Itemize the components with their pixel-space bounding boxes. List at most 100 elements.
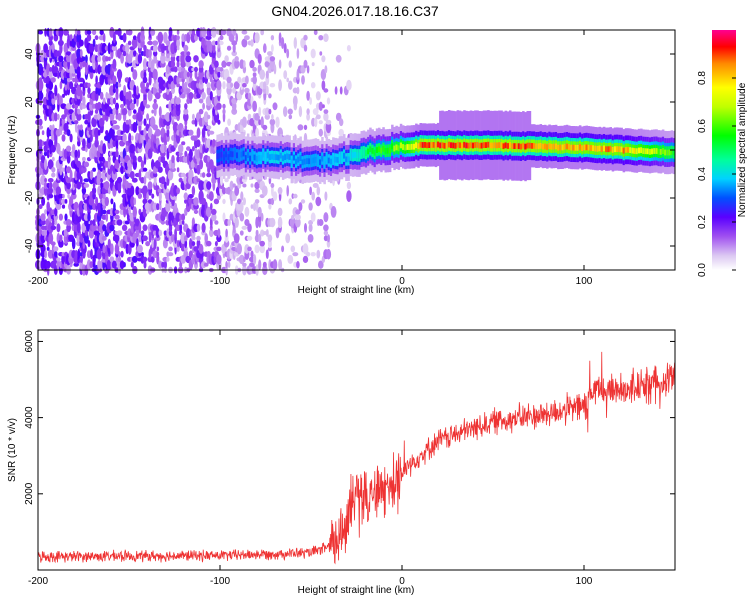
spectrogram-cell — [321, 55, 326, 63]
spectrogram-cell — [94, 127, 100, 138]
spectrogram-cell — [216, 234, 222, 243]
spectrogram-cell — [255, 216, 259, 229]
spectrogram-cell — [183, 235, 188, 242]
spectrogram-cell — [533, 143, 536, 149]
spectrogram-cell — [244, 244, 250, 254]
colorbar-tick-label: 0.0 — [697, 263, 708, 277]
spectrogram-cell — [44, 249, 47, 259]
spectrogram-cell — [178, 144, 184, 154]
x-tick-label: -100 — [210, 576, 230, 587]
spectrogram-cell — [140, 160, 145, 169]
spectrogram-cell — [334, 156, 337, 163]
spectrogram-cell — [288, 60, 292, 68]
spectrogram-cell — [318, 128, 323, 137]
spectrogram-cell — [286, 48, 290, 59]
spectrogram-cell — [165, 40, 171, 46]
spectrogram-cell — [300, 199, 306, 204]
spectrogram-cell — [175, 97, 181, 105]
spectrogram-cell — [102, 97, 106, 105]
spectrogram-cell — [292, 154, 296, 161]
spectrogram-cell — [319, 51, 323, 56]
x-tick-label: -100 — [210, 276, 230, 287]
spectrogram-cell — [101, 235, 107, 241]
spectrogram-cell — [147, 199, 153, 204]
spectrogram-cell — [133, 50, 137, 57]
spectrogram-cell — [65, 51, 72, 56]
spectrogram-cell — [419, 141, 422, 148]
spectrogram-cell — [216, 102, 222, 110]
spectrogram-cell — [216, 246, 222, 252]
spectrogram-cell — [142, 185, 148, 197]
spectrogram-cell — [101, 169, 107, 181]
spectrogram-cell — [138, 221, 142, 234]
spectrogram-cell — [423, 142, 427, 148]
spectrogram-cell — [330, 206, 337, 218]
spectrogram-cell — [43, 182, 48, 189]
spectrogram-cell — [303, 158, 307, 165]
spectrogram-cell — [548, 143, 551, 149]
spectrogram-cell — [600, 146, 604, 152]
spectrogram-ylabel: Frequency (Hz) — [7, 116, 18, 185]
spectrogram-cell — [205, 35, 212, 40]
snr-frame — [37, 329, 676, 571]
spectrogram-cell — [314, 117, 318, 128]
spectrogram-cell — [303, 34, 308, 41]
spectrogram-cell — [156, 251, 160, 257]
spectrogram-cell — [208, 130, 215, 135]
spectrogram-cell — [105, 56, 109, 62]
spectrogram-cell — [94, 109, 99, 114]
spectrogram-cell — [281, 37, 285, 49]
spectrogram-cell — [121, 107, 128, 116]
spectrogram-cell — [161, 261, 165, 268]
spectrogram-cell — [116, 69, 123, 81]
spectrogram-cell — [88, 43, 95, 53]
spectrogram-cell — [310, 48, 316, 59]
spectrogram-cell — [92, 192, 96, 200]
spectrogram-cell — [140, 70, 145, 79]
spectrogram-cell — [242, 197, 246, 206]
spectrogram-cell — [84, 119, 89, 125]
spectrogram-cell — [291, 193, 295, 200]
spectrogram-cell — [44, 28, 47, 37]
spectrogram-cell — [132, 69, 138, 80]
spectrogram-cell — [142, 235, 148, 242]
spectrogram-cell — [165, 112, 171, 122]
spectrogram-cell — [222, 103, 226, 109]
spectrogram-cell — [254, 199, 260, 204]
spectrogram-cell — [61, 167, 66, 172]
spectrogram-cell — [51, 172, 56, 178]
spectrogram-cell — [175, 212, 181, 222]
snr-ylabel: SNR (10 * v/v) — [7, 418, 18, 482]
spectrogram-cell — [210, 104, 213, 109]
spectrogram-cell — [238, 152, 241, 159]
spectrogram-cell — [69, 34, 73, 42]
spectrogram-cell — [116, 219, 123, 226]
spectrogram-cell — [239, 59, 245, 69]
spectrogram-cell — [127, 40, 132, 46]
spectrogram-cell — [141, 252, 144, 257]
spectrogram-cell — [232, 28, 237, 36]
spectrogram-cell — [221, 29, 227, 36]
spectrogram-cell — [230, 82, 234, 88]
spectrogram-cell — [165, 64, 170, 75]
spectrogram-cell — [158, 260, 163, 269]
spectrogram-cell — [269, 56, 276, 62]
spectrogram-cell — [136, 244, 143, 254]
spectrogram-cell — [432, 142, 436, 148]
spectrogram-cell — [199, 159, 204, 170]
spectrogram-cell — [239, 85, 244, 96]
spectrogram-cell — [131, 37, 138, 49]
spectrogram-cell — [254, 32, 260, 44]
spectrogram-cell — [137, 155, 143, 163]
spectrogram-cell — [250, 204, 254, 209]
spectrogram-cell — [340, 154, 344, 161]
spectrogram-cell — [57, 70, 60, 79]
spectrogram-cell — [90, 134, 93, 142]
spectrogram-cell — [152, 68, 158, 81]
spectrogram-cell — [183, 86, 189, 95]
spectrogram-cell — [181, 141, 186, 146]
spectrogram-cell — [196, 127, 201, 138]
spectrogram-cell — [203, 262, 209, 267]
spectrogram-cell — [279, 152, 283, 159]
